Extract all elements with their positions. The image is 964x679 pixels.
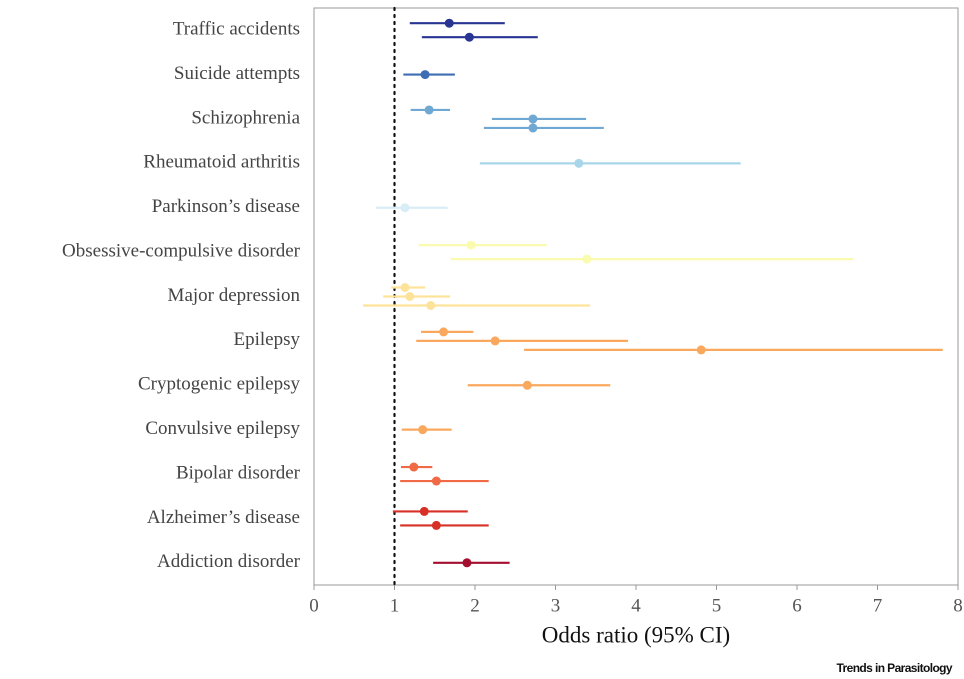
category-label: Rheumatoid arthritis — [143, 152, 300, 173]
category-label: Alzheimer’s disease — [147, 507, 300, 528]
category-label: Parkinson’s disease — [152, 196, 300, 217]
category-label: Obsessive-compulsive disorder — [62, 240, 301, 261]
point-estimate — [696, 345, 706, 355]
x-tick-label: 6 — [792, 595, 802, 616]
x-tick-label: 2 — [470, 595, 480, 616]
category-label: Major depression — [168, 285, 301, 306]
point-estimate — [464, 32, 474, 42]
category-label: Convulsive epilepsy — [145, 418, 300, 439]
point-estimate — [582, 254, 592, 264]
point-estimate — [409, 462, 419, 472]
x-tick-label: 5 — [712, 595, 722, 616]
point-estimate — [424, 105, 434, 115]
point-estimate — [400, 283, 410, 292]
point-estimate — [574, 158, 584, 168]
point-estimate — [431, 520, 441, 530]
x-tick-label: 0 — [309, 595, 319, 616]
point-estimate — [466, 240, 476, 250]
point-estimate — [418, 425, 428, 435]
point-estimate — [528, 123, 538, 133]
x-tick-label: 8 — [953, 595, 963, 616]
point-estimate — [419, 506, 429, 516]
x-tick-label: 3 — [551, 595, 561, 616]
category-label: Cryptogenic epilepsy — [138, 374, 300, 395]
category-label: Epilepsy — [234, 329, 301, 350]
point-estimate — [522, 380, 532, 390]
category-label: Suicide attempts — [174, 63, 300, 84]
point-estimate — [420, 70, 430, 80]
point-estimate — [462, 558, 472, 568]
point-estimate — [400, 203, 410, 213]
x-tick-label: 4 — [631, 595, 641, 616]
category-label: Schizophrenia — [191, 107, 300, 128]
point-estimate — [431, 476, 441, 486]
x-axis-label: Odds ratio (95% CI) — [542, 622, 730, 647]
point-estimate — [426, 301, 436, 310]
point-estimate — [444, 18, 454, 28]
x-tick-label: 7 — [873, 595, 883, 616]
point-estimate — [439, 327, 449, 337]
x-tick-label: 1 — [390, 595, 400, 616]
category-label: Addiction disorder — [157, 551, 301, 572]
point-estimate — [405, 292, 415, 301]
source-credit: Trends in Parasitology — [836, 661, 952, 675]
category-label: Bipolar disorder — [176, 462, 301, 483]
point-estimate — [490, 336, 500, 346]
point-estimate — [528, 114, 538, 124]
category-label: Traffic accidents — [173, 19, 300, 40]
